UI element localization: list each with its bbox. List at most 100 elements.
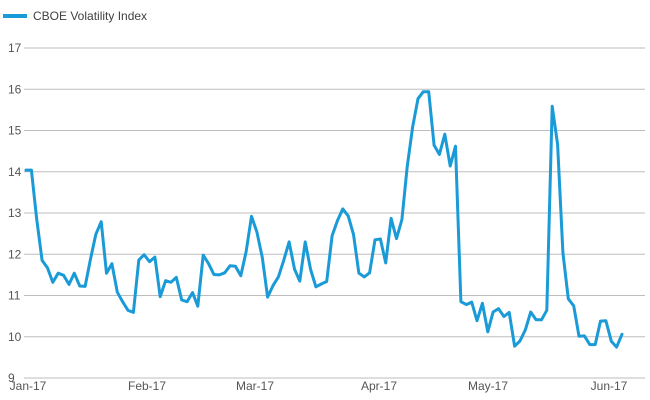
data-point <box>180 298 183 302</box>
data-point <box>67 283 71 286</box>
data-point <box>121 300 124 303</box>
y-tick-label: 13 <box>8 206 22 220</box>
x-tick-label: Mar-17 <box>236 379 274 393</box>
data-point <box>508 311 511 314</box>
data-point <box>465 303 468 306</box>
data-point <box>89 258 92 261</box>
data-point <box>271 284 275 287</box>
x-tick-label: Jun-17 <box>591 379 628 393</box>
data-point <box>513 345 516 348</box>
data-point <box>449 164 452 168</box>
data-point <box>379 237 382 241</box>
data-point <box>282 259 285 262</box>
data-point <box>255 230 259 234</box>
data-point <box>239 274 242 277</box>
y-tick-label: 10 <box>8 330 22 344</box>
data-point <box>395 237 398 240</box>
data-point <box>126 309 130 312</box>
data-point <box>110 262 114 265</box>
data-point <box>341 207 344 211</box>
data-point <box>534 318 538 321</box>
series-line <box>24 90 624 349</box>
data-point <box>363 275 366 279</box>
data-point <box>83 285 87 288</box>
data-point <box>561 251 565 254</box>
data-point <box>336 219 339 222</box>
chart-legend: CBOE Volatility Index <box>3 9 147 23</box>
data-point <box>427 90 430 93</box>
series-group <box>24 90 624 349</box>
data-point <box>615 345 618 349</box>
data-point <box>40 259 44 262</box>
data-point <box>207 262 210 265</box>
data-point <box>400 218 404 221</box>
data-point <box>545 309 548 312</box>
y-tick-label: 11 <box>8 289 21 303</box>
data-point <box>567 297 570 300</box>
data-point <box>373 238 377 241</box>
legend-label: CBOE Volatility Index <box>33 9 147 23</box>
data-point <box>142 253 146 256</box>
data-point <box>153 255 157 259</box>
data-point <box>599 319 602 323</box>
data-point <box>287 240 291 244</box>
y-tick-label: 12 <box>8 247 22 261</box>
data-point <box>497 307 500 310</box>
data-point <box>277 275 280 279</box>
data-point <box>137 258 140 262</box>
data-point <box>51 281 54 284</box>
data-point <box>78 284 81 288</box>
data-point <box>610 340 613 343</box>
data-point <box>459 300 463 303</box>
data-point <box>529 310 532 314</box>
data-point <box>218 273 221 277</box>
data-point <box>588 343 591 346</box>
data-point <box>540 318 543 321</box>
data-point <box>250 215 253 218</box>
data-point <box>314 285 318 288</box>
data-point <box>73 272 76 275</box>
x-tick-label: Feb-17 <box>128 379 166 393</box>
data-point <box>185 300 189 303</box>
x-tick-label: Apr-17 <box>361 379 397 393</box>
x-tick-label: Jan-17 <box>10 379 47 393</box>
data-point <box>443 133 446 136</box>
data-point <box>481 302 484 305</box>
data-point <box>411 126 414 129</box>
data-point <box>175 276 178 279</box>
data-point <box>384 261 387 265</box>
data-point <box>491 310 495 314</box>
y-tick-label: 14 <box>8 165 22 179</box>
data-point <box>416 97 420 100</box>
data-point <box>261 256 264 259</box>
data-point <box>169 281 173 284</box>
data-point <box>164 279 167 282</box>
data-point <box>604 319 608 322</box>
data-point <box>470 300 473 304</box>
data-point <box>347 214 350 218</box>
data-point <box>30 168 33 172</box>
data-point <box>422 90 425 93</box>
data-point <box>551 105 554 108</box>
data-point <box>320 282 323 286</box>
data-point <box>572 304 575 307</box>
data-point <box>116 291 119 294</box>
data-point <box>432 144 436 147</box>
x-tick-label: May-17 <box>468 379 508 393</box>
y-tick-label: 16 <box>8 82 22 96</box>
data-point <box>502 315 506 318</box>
data-point <box>577 335 581 338</box>
data-point <box>57 272 60 275</box>
data-point <box>234 265 237 268</box>
data-point <box>304 240 307 244</box>
data-point <box>556 143 559 146</box>
data-point <box>352 233 355 236</box>
data-point <box>46 266 49 270</box>
x-axis-tick-labels: Jan-17 Feb-17 Mar-17 Apr-17 May-17 Jun-17 <box>10 379 628 393</box>
data-point <box>159 295 162 298</box>
data-point <box>298 279 301 283</box>
data-point <box>196 305 199 308</box>
data-point <box>293 267 296 271</box>
